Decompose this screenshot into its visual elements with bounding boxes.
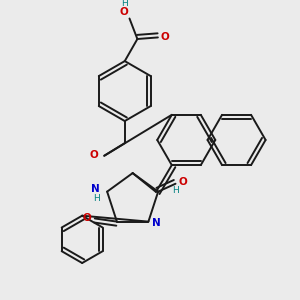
Text: H: H (172, 186, 178, 195)
Text: H: H (93, 194, 100, 203)
Text: O: O (90, 150, 99, 160)
Text: O: O (83, 214, 92, 224)
Text: O: O (160, 32, 169, 42)
Text: O: O (119, 7, 128, 17)
Text: O: O (179, 177, 188, 187)
Text: H: H (121, 0, 128, 8)
Text: N: N (92, 184, 100, 194)
Text: N: N (152, 218, 161, 228)
